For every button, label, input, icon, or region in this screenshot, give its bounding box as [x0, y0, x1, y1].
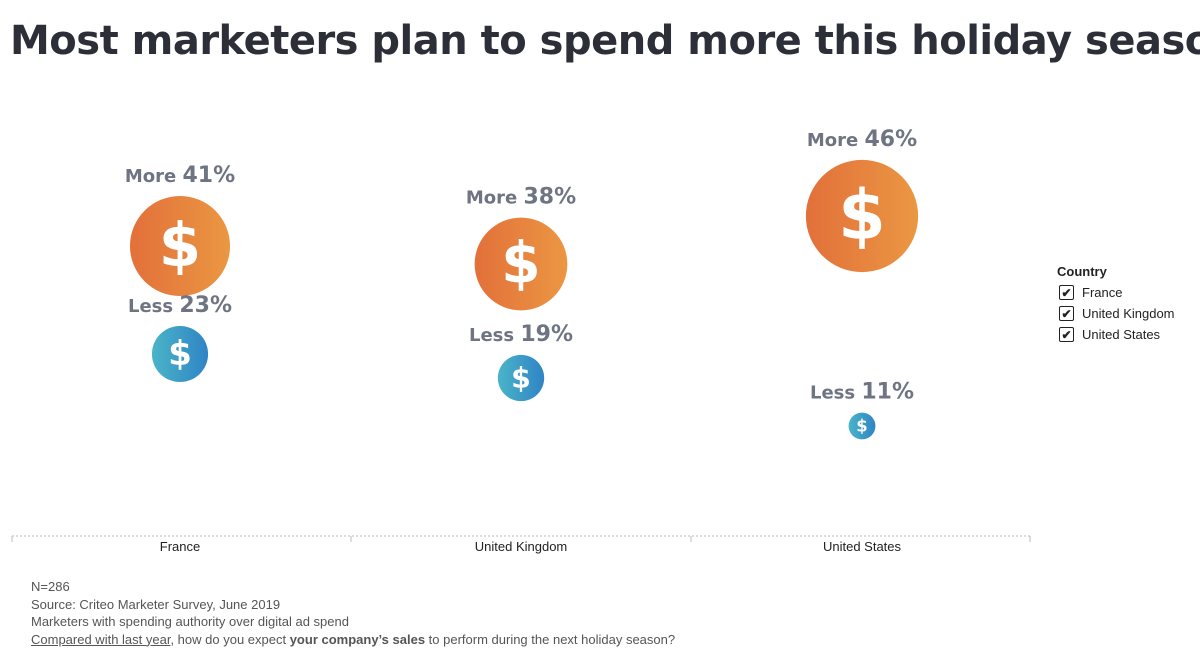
- source-note: Source: Criteo Marketer Survey, June 201…: [31, 596, 281, 612]
- dollar-sign-icon: $: [159, 210, 201, 281]
- data-label-less-united-states: Less 11%: [810, 380, 914, 405]
- dollar-sign-icon: $: [168, 334, 192, 374]
- legend-title: Country: [1057, 264, 1107, 279]
- dollar-sign-icon: $: [501, 231, 540, 297]
- sample-size: N=286: [31, 579, 70, 594]
- data-label-more-france: More 41%: [125, 163, 235, 188]
- x-tick-label-united-states: United States: [823, 539, 902, 554]
- country-legend: Country ✔ France ✔ United Kingdom ✔ Unit…: [1057, 264, 1175, 345]
- data-label-more-united-kingdom: More 38%: [466, 185, 576, 210]
- legend-label-united-states: United States: [1082, 327, 1161, 342]
- dollar-sign-icon: $: [838, 175, 886, 255]
- x-axis: France United Kingdom United States: [11, 535, 1031, 554]
- legend-label-united-kingdom: United Kingdom: [1082, 306, 1175, 321]
- population-note: Marketers with spending authority over d…: [31, 614, 349, 629]
- bubble-less-united-kingdom: $ Less 19%: [469, 322, 573, 402]
- x-tick-label-united-kingdom: United Kingdom: [475, 539, 568, 554]
- question-part-2: to perform during the next holiday seaso…: [425, 631, 676, 647]
- page-title: Most marketers plan to spend more this h…: [10, 18, 1200, 64]
- data-label-more-united-states: More 46%: [807, 127, 917, 152]
- dollar-sign-icon: $: [856, 416, 867, 435]
- footnotes: N=286 Source: Criteo Marketer Survey, Ju…: [31, 578, 675, 648]
- question-part-1: , how do you expect: [170, 631, 290, 647]
- bubble-more-united-kingdom: $ More 38%: [466, 185, 576, 311]
- survey-question: Compared with last year, how do you expe…: [31, 631, 675, 649]
- bubble-more-united-states: $ More 46%: [805, 127, 919, 273]
- bubble-less-france: $ Less 23%: [128, 293, 232, 383]
- bubble-chart: $ More 41% $ More 38% $ More 46% $ Less 23% $ Les…: [11, 127, 1031, 554]
- bubble-less-united-states: $ Less 11%: [810, 380, 914, 440]
- question-bold: your company’s sales: [289, 631, 426, 647]
- legend-label-france: France: [1082, 285, 1123, 300]
- question-underlined: Compared with last year: [31, 631, 171, 647]
- legend-item-united-states[interactable]: ✔ United States: [1057, 324, 1175, 345]
- legend-item-france[interactable]: ✔ France: [1057, 282, 1175, 303]
- data-label-less-france: Less 23%: [128, 293, 232, 318]
- data-label-less-united-kingdom: Less 19%: [469, 322, 573, 347]
- x-tick-label-france: France: [160, 539, 200, 554]
- dollar-sign-icon: $: [511, 361, 531, 394]
- legend-item-united-kingdom[interactable]: ✔ United Kingdom: [1057, 303, 1175, 324]
- checkbox-united-states[interactable]: ✔: [1059, 327, 1074, 342]
- bubble-more-france: $ More 41%: [125, 163, 235, 297]
- checkbox-united-kingdom[interactable]: ✔: [1059, 306, 1074, 321]
- checkbox-france[interactable]: ✔: [1059, 285, 1074, 300]
